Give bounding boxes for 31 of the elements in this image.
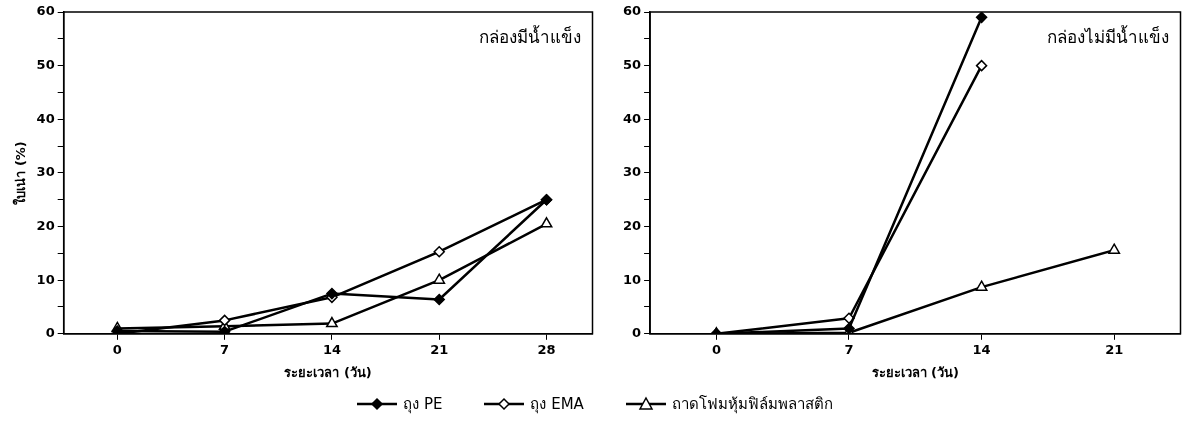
- x-tick-label: 28: [537, 341, 556, 357]
- legend-label: ถุง EMA: [530, 394, 584, 416]
- y-axis-title: ใบเน่า (%): [12, 141, 29, 205]
- x-tick-label: 14: [972, 341, 991, 357]
- x-axis-title: ระยะเวลา (วัน): [284, 364, 372, 380]
- x-tick-label: 21: [430, 341, 449, 357]
- annotation: กล่องไม่มีน้ำแข็ง: [1046, 24, 1169, 47]
- legend-label: ถุง PE: [403, 394, 443, 416]
- x-axis-title: ระยะเวลา (วัน): [871, 364, 960, 380]
- y-tick-label: 20: [623, 217, 642, 233]
- y-tick-label: 0: [632, 325, 642, 341]
- y-tick-label: 60: [36, 3, 55, 19]
- y-tick-label: 50: [623, 57, 642, 73]
- x-tick-label: 21: [1105, 341, 1124, 357]
- y-tick-label: 10: [36, 271, 55, 287]
- annotation: กล่องมีน้ำแข็ง: [478, 24, 581, 47]
- y-tick-label: 30: [623, 164, 642, 180]
- y-tick-label: 40: [623, 110, 642, 126]
- x-tick-label: 0: [711, 341, 721, 357]
- y-tick-label: 50: [36, 57, 55, 73]
- x-tick-label: 14: [322, 341, 341, 357]
- x-tick-label: 7: [220, 341, 230, 357]
- y-tick-label: 10: [623, 271, 642, 287]
- y-tick-label: 30: [36, 164, 55, 180]
- y-tick-label: 20: [36, 217, 55, 233]
- legend-label: ถาดโฟมหุ้มฟิล์มพลาสติก: [671, 394, 833, 416]
- y-tick-label: 60: [623, 3, 642, 19]
- x-tick-label: 0: [112, 341, 122, 357]
- x-tick-label: 7: [844, 341, 854, 357]
- y-tick-label: 40: [36, 110, 55, 126]
- y-tick-label: 0: [45, 325, 55, 341]
